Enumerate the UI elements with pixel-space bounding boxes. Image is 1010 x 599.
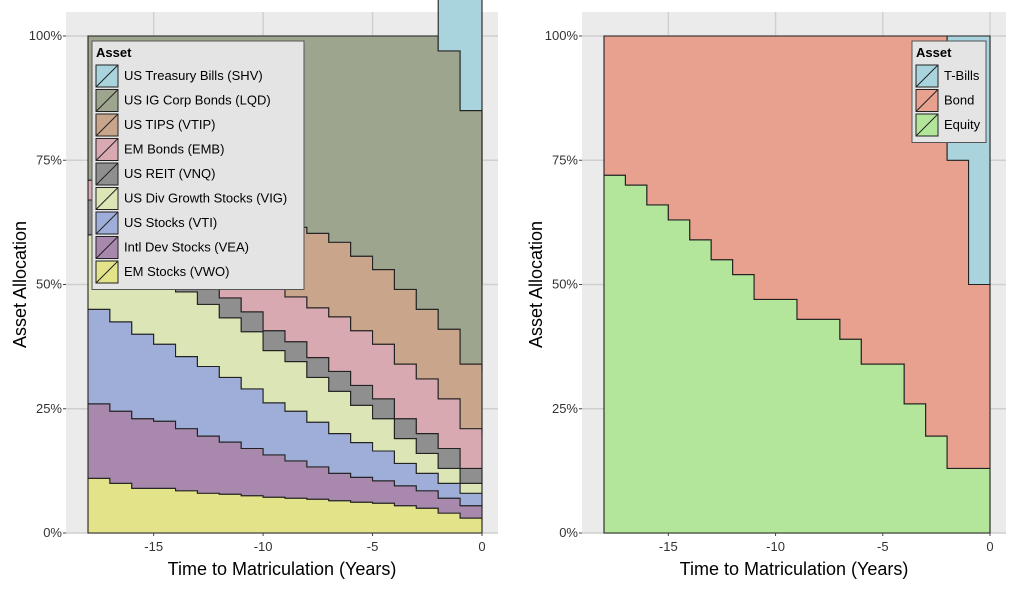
- legend-label: T-Bills: [944, 68, 980, 83]
- legend-key-slash: [915, 113, 939, 137]
- y-tick-label: 75%: [552, 152, 578, 167]
- y-tick-label: 50%: [552, 277, 578, 292]
- x-axis-title: Time to Matriculation (Years): [680, 559, 909, 579]
- legend-label: EM Bonds (EMB): [124, 142, 224, 157]
- x-tick-label: 0: [986, 539, 993, 554]
- y-tick-label: 25%: [552, 401, 578, 416]
- x-tick-label: -15: [659, 539, 678, 554]
- panel-2: 0% 25% 50% 75% 100% -15 -10 -5 0 Time to Matricul…: [526, 12, 1006, 579]
- legend-box: [91, 40, 305, 290]
- y-tick-label: 25%: [36, 401, 62, 416]
- x-tick-label: -10: [766, 539, 785, 554]
- y-axis-title: Asset Allocation: [526, 221, 546, 348]
- legend: Asset T-Bills Bond Equity: [911, 40, 987, 143]
- legend-key-slash: [915, 64, 939, 88]
- legend: Asset US Treasury Bills (SHV) US IG Corp B…: [91, 40, 305, 290]
- y-tick-label: 100%: [545, 28, 579, 43]
- x-axis-title: Time to Matriculation (Years): [168, 559, 397, 579]
- legend-label: US TIPS (VTIP): [124, 117, 216, 132]
- legend-key-slash: [95, 138, 119, 161]
- legend-label: US Div Growth Stocks (VIG): [124, 191, 287, 206]
- y-tick-label: 100%: [29, 28, 63, 43]
- x-tick-label: -5: [367, 539, 379, 554]
- legend-label: US Stocks (VTI): [124, 215, 217, 230]
- legend-key-slash: [95, 162, 119, 186]
- x-tick-label: -5: [877, 539, 889, 554]
- legend-title: Asset: [916, 45, 952, 60]
- legend-label: US IG Corp Bonds (LQD): [124, 93, 271, 108]
- legend-label: EM Stocks (VWO): [124, 264, 229, 279]
- y-tick-label: 75%: [36, 152, 62, 167]
- legend-key-slash: [95, 236, 119, 259]
- legend-key-slash: [95, 211, 119, 235]
- legend-key-slash: [915, 89, 939, 112]
- legend-key-slash: [95, 89, 119, 112]
- x-tick-label: -10: [254, 539, 273, 554]
- legend-label: Bond: [944, 93, 974, 108]
- legend-key-slash: [95, 260, 119, 284]
- legend-key-slash: [95, 113, 119, 137]
- legend-label: US REIT (VNQ): [124, 166, 216, 181]
- y-tick-label: 50%: [36, 277, 62, 292]
- legend-label: Intl Dev Stocks (VEA): [124, 240, 249, 255]
- x-tick-label: -15: [144, 539, 163, 554]
- area-series-us-treasury-bills-shv-: [88, 0, 483, 285]
- y-tick-label: 0%: [559, 525, 578, 540]
- x-tick-label: 0: [478, 539, 485, 554]
- y-tick-label: 0%: [43, 525, 62, 540]
- panel-1: 0% 25% 50% 75% 100% -15 -10 -5 0 Time to Matricul…: [10, 0, 498, 579]
- legend-key-slash: [95, 64, 119, 88]
- legend-key-slash: [95, 187, 119, 210]
- legend-label: US Treasury Bills (SHV): [124, 68, 263, 83]
- legend-label: Equity: [944, 117, 981, 132]
- legend-title: Asset: [96, 45, 132, 60]
- y-axis-title: Asset Allocation: [10, 221, 30, 348]
